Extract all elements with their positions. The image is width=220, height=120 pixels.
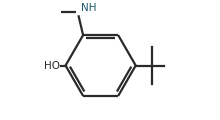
Text: HO: HO [44,60,60,71]
Text: NH: NH [81,3,96,13]
